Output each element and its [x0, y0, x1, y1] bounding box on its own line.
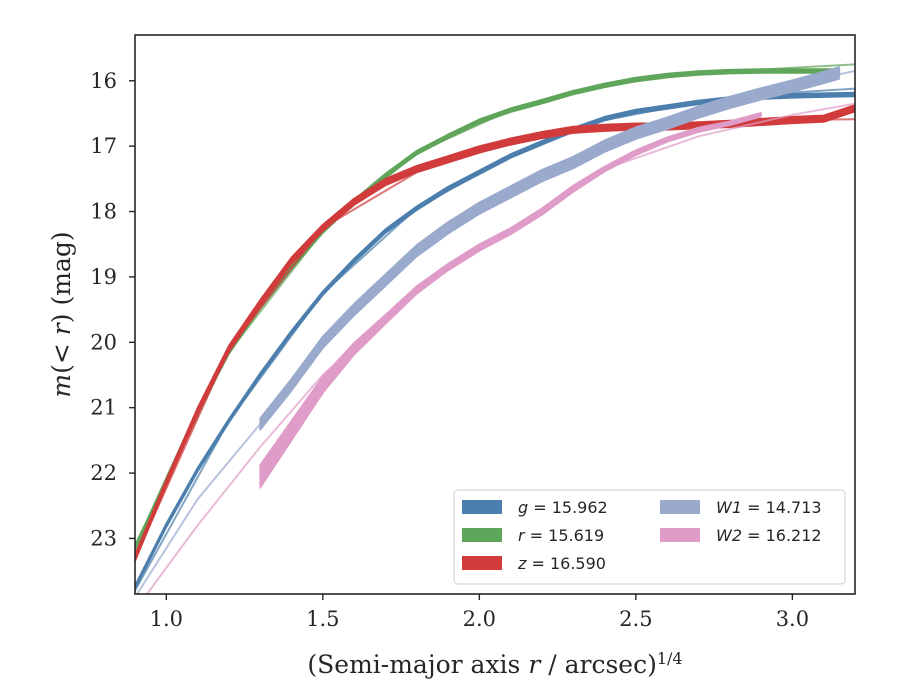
- legend-swatch-z: [462, 556, 502, 570]
- legend-swatch-w2: [660, 528, 700, 542]
- y-tick-label: 19: [90, 265, 117, 289]
- legend-swatch-w1: [660, 500, 700, 514]
- series-r-band: [135, 68, 841, 551]
- legend-label-w1: W1 = 14.713: [716, 498, 822, 517]
- x-tick-label: 3.0: [776, 607, 809, 631]
- y-tick-label: 21: [90, 396, 117, 420]
- legend-swatch-g: [462, 500, 502, 514]
- x-tick-label: 2.5: [619, 607, 652, 631]
- y-axis-label: m(< r) (mag): [47, 231, 76, 397]
- y-tick-label: 22: [90, 461, 117, 485]
- legend: g = 15.962 r = 15.619 z = 16.590 W1 = 14.71…: [453, 489, 846, 585]
- x-axis-label: (Semi-major axis r / arcsec)1/4: [307, 649, 682, 680]
- legend-swatch-r: [462, 528, 502, 542]
- axis-ticks: 1.0 1.5 2.0 2.5 3.0 16 17 18 19 20 21 22 23: [90, 69, 809, 631]
- y-tick-label: 16: [90, 69, 117, 93]
- series-g-band: [135, 91, 855, 591]
- y-tick-label: 17: [90, 134, 117, 158]
- legend-label-r: r = 15.619: [518, 526, 604, 545]
- y-tick-label: 23: [90, 526, 117, 550]
- series-w1-band: [259, 66, 841, 431]
- x-tick-label: 1.5: [306, 607, 339, 631]
- legend-label-z: z = 16.590: [517, 554, 606, 573]
- series-w2-band: [259, 112, 762, 489]
- y-tick-label: 18: [90, 200, 117, 224]
- series-z-band: [135, 104, 855, 563]
- x-tick-label: 1.0: [150, 607, 183, 631]
- legend-label-w2: W2 = 16.212: [716, 526, 822, 545]
- y-tick-label: 20: [90, 330, 117, 354]
- plot-area: [135, 63, 855, 594]
- x-tick-label: 2.0: [463, 607, 496, 631]
- plot-frame: [134, 34, 856, 595]
- legend-box: [453, 489, 846, 585]
- series-r-model-line: [135, 63, 855, 546]
- legend-label-g: g = 15.962: [518, 498, 608, 517]
